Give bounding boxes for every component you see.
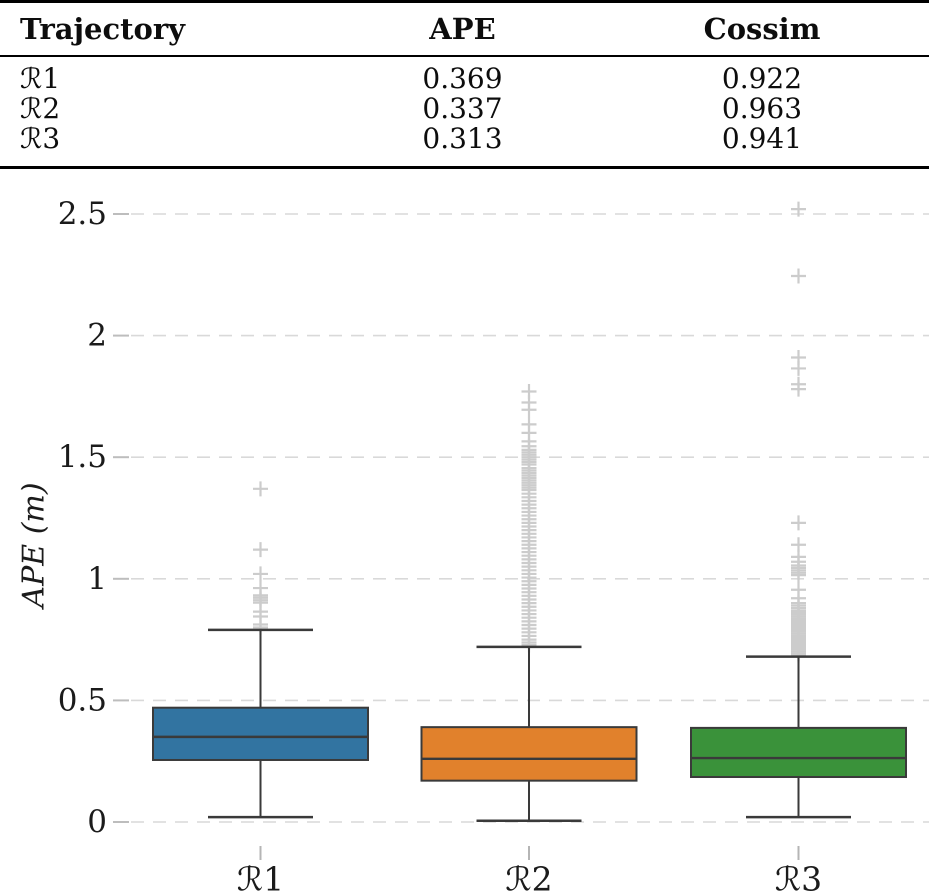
outlier-marker — [791, 515, 806, 531]
table-cell-trajectory: ℛ1 — [20, 62, 61, 95]
boxplot-series-3: ℛ3 — [690, 201, 907, 896]
table-body: ℛ1 0.369 0.922 ℛ2 0.337 0.963 ℛ3 0.313 0… — [0, 57, 929, 166]
y-tick-label: 2.5 — [58, 196, 107, 232]
outlier-marker — [791, 268, 806, 284]
table-cell-trajectory: ℛ2 — [20, 92, 61, 125]
x-tick-label: ℛ2 — [505, 860, 552, 896]
outlier-marker — [253, 566, 268, 582]
iqr-box — [690, 726, 907, 779]
table-cell-ape: 0.369 — [422, 62, 503, 95]
table-cell-cossim: 0.941 — [721, 122, 803, 155]
outlier-marker — [521, 402, 537, 418]
outlier-marker — [253, 542, 268, 558]
outlier-marker — [791, 381, 806, 397]
y-axis-label: APE (m) — [17, 482, 52, 610]
table-row: ℛ2 0.337 0.963 — [0, 92, 929, 125]
boxplot-series-2: ℛ2 — [420, 384, 638, 896]
y-tick-label: 0 — [87, 804, 107, 840]
y-tick-label: 1 — [87, 561, 107, 597]
x-tick-label: ℛ1 — [237, 860, 284, 896]
boxplot-series-1: ℛ1 — [152, 481, 369, 896]
outlier-marker — [253, 481, 268, 497]
col-header-trajectory: Trajectory — [20, 12, 186, 46]
table-cell-cossim: 0.922 — [721, 62, 803, 95]
table-cell-trajectory: ℛ3 — [20, 122, 61, 155]
y-tick-label: 1.5 — [58, 439, 107, 475]
outlier-marker — [791, 360, 806, 376]
ape-boxplot-chart: 0 0.5 1 1.5 2 2.5 APE (m) ℛ1 ℛ2 ℛ3 — [17, 196, 929, 896]
x-tick-label: ℛ3 — [775, 860, 822, 896]
outlier-marker — [791, 201, 806, 217]
table-cell-ape: 0.337 — [422, 92, 503, 125]
col-header-cossim: Cossim — [703, 12, 821, 46]
y-tick-label: 2 — [87, 318, 107, 354]
table-row: ℛ3 0.313 0.941 — [0, 122, 929, 155]
table-header-row: Trajectory APE Cossim — [0, 3, 929, 57]
table-cell-ape: 0.313 — [422, 122, 503, 155]
iqr-box — [152, 706, 369, 761]
table-cell-cossim: 0.963 — [721, 92, 803, 125]
iqr-box — [420, 726, 638, 782]
y-tick-label: 0.5 — [58, 682, 107, 718]
outlier-marker — [791, 567, 806, 583]
metrics-table: Trajectory APE Cossim ℛ1 0.369 0.922 ℛ2 … — [0, 0, 929, 169]
table-row: ℛ1 0.369 0.922 — [0, 62, 929, 95]
col-header-ape: APE — [429, 12, 496, 46]
